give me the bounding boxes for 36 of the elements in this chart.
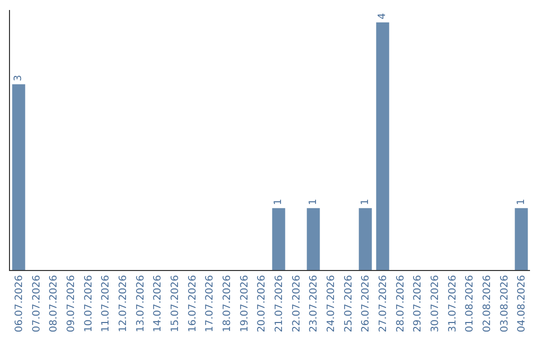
- x-tick-label: 03.08.2026: [499, 275, 510, 332]
- x-tick-label: 02.08.2026: [482, 275, 493, 332]
- x-tick-label: 29.07.2026: [412, 275, 424, 332]
- x-tick-label: 21.07.2026: [274, 275, 285, 332]
- data-label: 1: [360, 198, 371, 206]
- x-tick-label: 11.07.2026: [100, 275, 112, 332]
- data-label: 1: [516, 198, 527, 206]
- x-tick-label: 23.07.2026: [308, 275, 320, 332]
- x-tick-label: 20.07.2026: [256, 275, 268, 332]
- data-label: 1: [273, 198, 284, 206]
- x-tick-label: 10.07.2026: [83, 275, 94, 332]
- x-tick-label: 04.08.2026: [516, 275, 528, 332]
- x-tick-label: 07.07.2026: [31, 275, 42, 332]
- x-tick-label: 26.07.2026: [360, 275, 372, 332]
- x-tick-label: 25.07.2026: [343, 275, 354, 332]
- data-label: 3: [13, 74, 24, 82]
- x-tick-label: 06.07.2026: [14, 275, 25, 332]
- x-tick-label: 19.07.2026: [239, 275, 250, 332]
- x-tick-label: 27.07.2026: [378, 275, 389, 332]
- x-tick-label: 17.07.2026: [204, 275, 216, 332]
- x-tick-label: 18.07.2026: [222, 275, 233, 332]
- data-label: 1: [308, 198, 319, 206]
- x-tick-label: 31.07.2026: [447, 275, 458, 332]
- x-tick-label: 15.07.2026: [170, 275, 181, 332]
- x-tick-label: 30.07.2026: [430, 275, 441, 332]
- x-tick-label: 22.07.2026: [291, 275, 302, 332]
- x-tick-label: 08.07.2026: [48, 275, 60, 332]
- x-tick-label: 01.08.2026: [464, 275, 476, 332]
- x-tick-label: 13.07.2026: [135, 275, 146, 332]
- x-tick-label: 28.07.2026: [395, 275, 406, 332]
- data-label: 4: [377, 13, 388, 20]
- x-tick-label: 14.07.2026: [152, 275, 164, 332]
- x-tick-label: 09.07.2026: [66, 275, 77, 332]
- x-tick-label: 24.07.2026: [326, 275, 337, 332]
- x-tick-label: 16.07.2026: [187, 275, 198, 332]
- x-tick-label: 12.07.2026: [118, 275, 129, 332]
